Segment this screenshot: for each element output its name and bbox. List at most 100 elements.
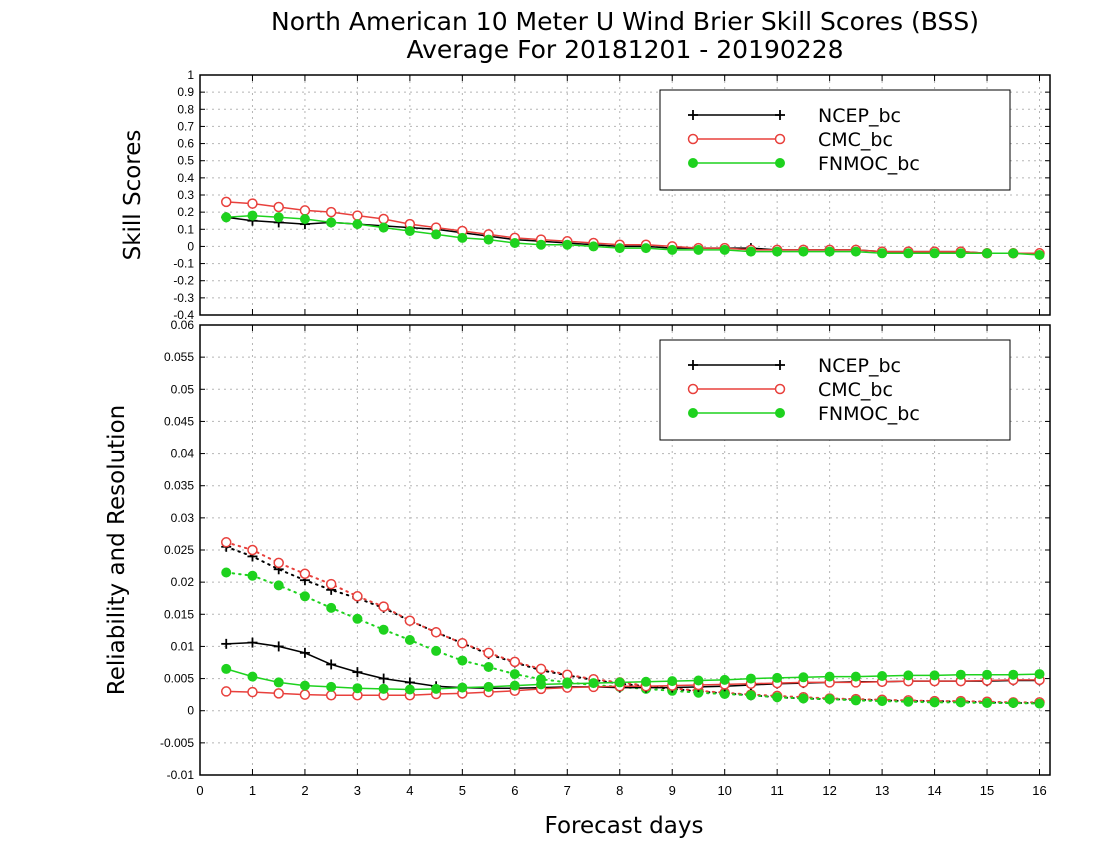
y-tick-label: 0.4 [177, 171, 194, 185]
legend-marker-end [775, 110, 785, 120]
legend-marker-end [774, 383, 786, 395]
legend-marker-end [775, 158, 785, 168]
y-tick-label: 0.025 [164, 543, 194, 557]
legend-entry-ncep_bc: NCEP_bc [688, 355, 901, 377]
data-point [588, 678, 599, 689]
x-tick-label: 7 [564, 783, 571, 798]
legend-marker-start [688, 360, 698, 370]
data-point [955, 669, 966, 680]
legend-box [659, 339, 1011, 441]
legend-label: CMC_bc [818, 129, 893, 151]
data-point [614, 243, 625, 254]
legend-entry-fnmoc_bc: FNMOC_bc [688, 403, 920, 425]
bss-panel: 1 0.9 0.8 0.7 0.6 0.5 0.4 0.3 0.2 0.1 0 -0.1 -0.2 -0.… [173, 68, 1051, 322]
data-point [929, 697, 940, 708]
data-point [299, 568, 311, 580]
data-point [457, 637, 468, 649]
data-point [509, 238, 520, 248]
y-tick-label: 0.1 [177, 222, 194, 236]
data-point [1034, 669, 1045, 680]
y-tick-label: 0 [187, 239, 194, 253]
data-point [299, 647, 310, 658]
data-point [299, 214, 310, 224]
data-point [247, 637, 258, 648]
y-tick-label: 0.035 [164, 479, 194, 493]
data-point [535, 663, 547, 675]
data-point [247, 544, 258, 556]
data-point [352, 667, 363, 678]
data-point [430, 627, 442, 638]
data-point [640, 243, 651, 254]
y-tick-label: 0.8 [177, 102, 194, 116]
data-point [1034, 250, 1045, 260]
data-point [273, 212, 284, 223]
x-axis-label: Forecast days [545, 813, 704, 839]
data-point [798, 246, 809, 257]
data-point [929, 670, 940, 681]
data-point [325, 690, 337, 701]
data-point [745, 673, 756, 684]
data-point [719, 674, 730, 685]
data-point [588, 241, 599, 252]
data-point [483, 681, 494, 692]
data-point [850, 695, 861, 706]
x-tick-label: 1 [249, 783, 256, 798]
data-point [850, 671, 861, 682]
data-point [1008, 698, 1019, 708]
y-tick-label: -0.3 [173, 291, 194, 305]
data-point [772, 672, 783, 683]
data-point [352, 683, 363, 694]
legend-entry-cmc_bc: CMC_bc [687, 129, 893, 151]
data-point [745, 690, 756, 701]
x-tick-label: 14 [927, 783, 941, 798]
series-ncep_bc-resolution [221, 541, 1045, 708]
legend-entry-fnmoc_bc: FNMOC_bc [688, 153, 920, 175]
data-point [431, 683, 442, 694]
y-tick-label: 0 [187, 704, 194, 718]
data-point [955, 697, 966, 708]
x-tick-label: 3 [354, 783, 361, 798]
y-tick-label: 0.03 [171, 511, 195, 525]
top-panel-y-axis-label: Skill Scores [120, 130, 146, 261]
y-tick-label: 0.9 [177, 85, 194, 99]
y-tick-label: 0.6 [177, 137, 194, 151]
data-point [326, 602, 337, 613]
data-point [299, 689, 311, 700]
y-tick-label: 0.005 [164, 672, 194, 686]
data-point [903, 248, 914, 259]
y-tick-label: 1 [187, 68, 194, 82]
data-point [221, 567, 232, 578]
series-line [226, 214, 1040, 256]
data-point [404, 635, 415, 645]
data-point [536, 679, 547, 690]
data-point [877, 248, 888, 259]
data-point [247, 210, 258, 221]
data-point [483, 662, 494, 672]
data-point [509, 680, 520, 691]
data-point [667, 244, 678, 255]
data-point [404, 615, 416, 626]
data-point [352, 591, 363, 602]
legend-entry-ncep_bc: NCEP_bc [688, 105, 901, 127]
data-point [220, 686, 232, 697]
data-point [483, 647, 494, 659]
data-point [719, 244, 730, 255]
legend-marker-end [774, 133, 786, 145]
data-point [982, 698, 993, 708]
y-tick-label: -0.01 [167, 768, 195, 782]
data-point [299, 205, 311, 216]
data-point [247, 671, 258, 682]
y-tick-label: 0.5 [177, 154, 194, 168]
data-point [378, 601, 389, 612]
data-point [378, 222, 389, 233]
chart-subtitle: Average For 20181201 - 20190228 [406, 35, 843, 64]
bottom-panel-y-axis-label: Reliability and Resolution [104, 405, 130, 695]
x-tick-label: 10 [717, 783, 731, 798]
x-tick-label: 0 [196, 783, 203, 798]
data-point [273, 557, 284, 569]
reliability-resolution-panel: 0.060.0550.050.0450.040.0350.030.0250.02… [160, 318, 1051, 798]
x-tick-label: 4 [406, 783, 413, 798]
data-point [273, 201, 284, 213]
